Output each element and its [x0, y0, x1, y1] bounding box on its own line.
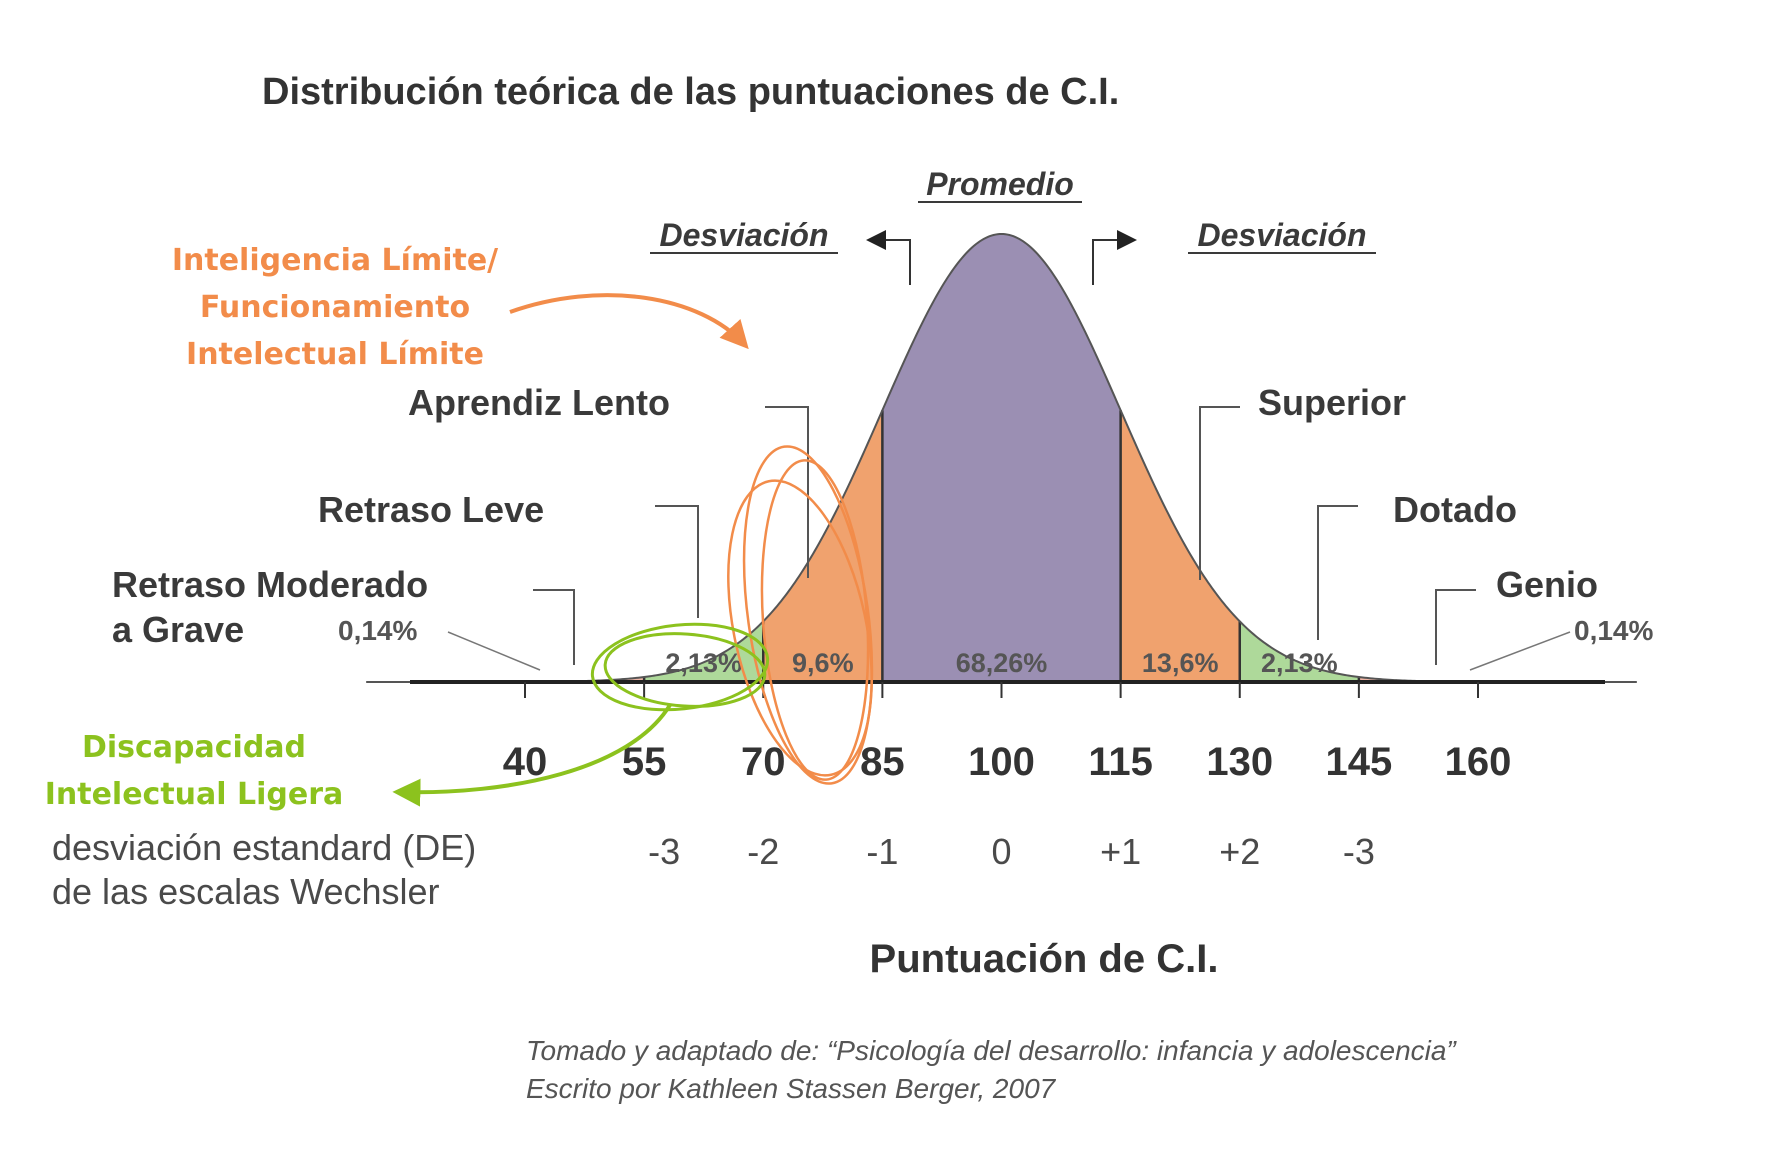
label-aprendiz-lento: Aprendiz Lento [408, 382, 670, 423]
x-tick-label-100: 100 [968, 740, 1035, 784]
curve-segment-130-145 [1239, 621, 1359, 682]
annotation-limite-3: Intelectual Límite [186, 337, 484, 372]
curve-segment-85-115 [882, 234, 1121, 682]
label-desviacion-right: Desviación [1198, 217, 1367, 253]
retraso-leve-leader [655, 505, 699, 618]
x-tick-label-85: 85 [860, 740, 905, 784]
annotation-ligera-arrow [392, 703, 672, 807]
sd-label-1: -2 [747, 831, 779, 872]
sd-label-5: +2 [1219, 831, 1260, 872]
sd-label-3: 0 [991, 831, 1011, 872]
x-ticks: 40 55 70 85 100 115 130 145 160 [503, 682, 1512, 784]
aprendiz-lento-leader [765, 406, 809, 578]
segment-percent-labels: 68,26% 9,6% 13,6% 2,13% 2,13% [665, 648, 1337, 678]
desviacion-right-arrow [1092, 239, 1123, 285]
desviacion-left-arrowhead-icon [866, 230, 886, 250]
annotation-limite-scribble [727, 445, 874, 785]
x-tick-label-40: 40 [503, 740, 548, 784]
desviacion-left-arrow [880, 239, 911, 285]
sd-labels: -3 -2 -1 0 +1 +2 -3 [648, 831, 1375, 872]
label-genio: Genio [1496, 564, 1598, 605]
curve-segment-55-70 [644, 621, 764, 682]
percent-label-70-85: 9,6% [792, 648, 854, 678]
percent-label-115-130: 13,6% [1142, 648, 1219, 678]
tail-right-pct: 0,14% [1574, 615, 1653, 646]
percent-label-55-70: 2,13% [665, 648, 742, 678]
tail-left-leader [447, 631, 541, 671]
tail-left-pct: 0,14% [338, 615, 417, 646]
superior-leader [1199, 406, 1240, 580]
x-axis-label: Puntuación de C.I. [870, 937, 1219, 981]
label-retraso-moderado-2: a Grave [112, 609, 244, 650]
sd-caption-line2: de las escalas Wechsler [52, 871, 440, 912]
x-tick-label-145: 145 [1326, 740, 1393, 784]
x-tick-label-160: 160 [1445, 740, 1512, 784]
label-dotado: Dotado [1393, 489, 1517, 530]
annotation-ligera-1: Discapacidad [82, 730, 306, 765]
sd-label-4: +1 [1100, 831, 1141, 872]
x-tick-label-55: 55 [622, 740, 667, 784]
label-superior: Superior [1258, 382, 1406, 423]
label-retraso-leve: Retraso Leve [318, 489, 544, 530]
annotation-limite-arrow [509, 293, 749, 350]
percent-label-130-145: 2,13% [1261, 648, 1338, 678]
x-tick-label-70: 70 [741, 740, 786, 784]
label-promedio: Promedio [926, 166, 1074, 202]
source-line-2: Escrito por Kathleen Stassen Berger, 200… [526, 1073, 1057, 1104]
chart-title: Distribución teórica de las puntuaciones… [262, 71, 1119, 113]
label-retraso-moderado-1: Retraso Moderado [112, 564, 428, 605]
sd-label-2: -1 [866, 831, 898, 872]
x-tick-label-130: 130 [1206, 740, 1273, 784]
desviacion-right-arrowhead-icon [1117, 230, 1137, 250]
percent-label-85-115: 68,26% [956, 648, 1048, 678]
annotation-ligera-2: Intelectual Ligera [45, 777, 344, 812]
retraso-moderado-leader [533, 589, 575, 665]
annotation-limite-2: Funcionamiento [200, 290, 470, 325]
x-tick-label-115: 115 [1088, 740, 1153, 784]
genio-leader [1435, 589, 1476, 665]
sd-caption-line1: desviación estandard (DE) [52, 827, 476, 868]
source-line-1: Tomado y adaptado de: “Psicología del de… [526, 1035, 1457, 1066]
sd-label-0: -3 [648, 831, 680, 872]
annotation-limite-1: Inteligencia Límite/ [172, 243, 498, 278]
annotation-ligera-scribble [590, 622, 770, 712]
sd-label-6: -3 [1343, 831, 1375, 872]
tail-right-leader [1469, 631, 1571, 671]
label-desviacion-left: Desviación [660, 217, 829, 253]
dotado-leader [1317, 505, 1358, 640]
